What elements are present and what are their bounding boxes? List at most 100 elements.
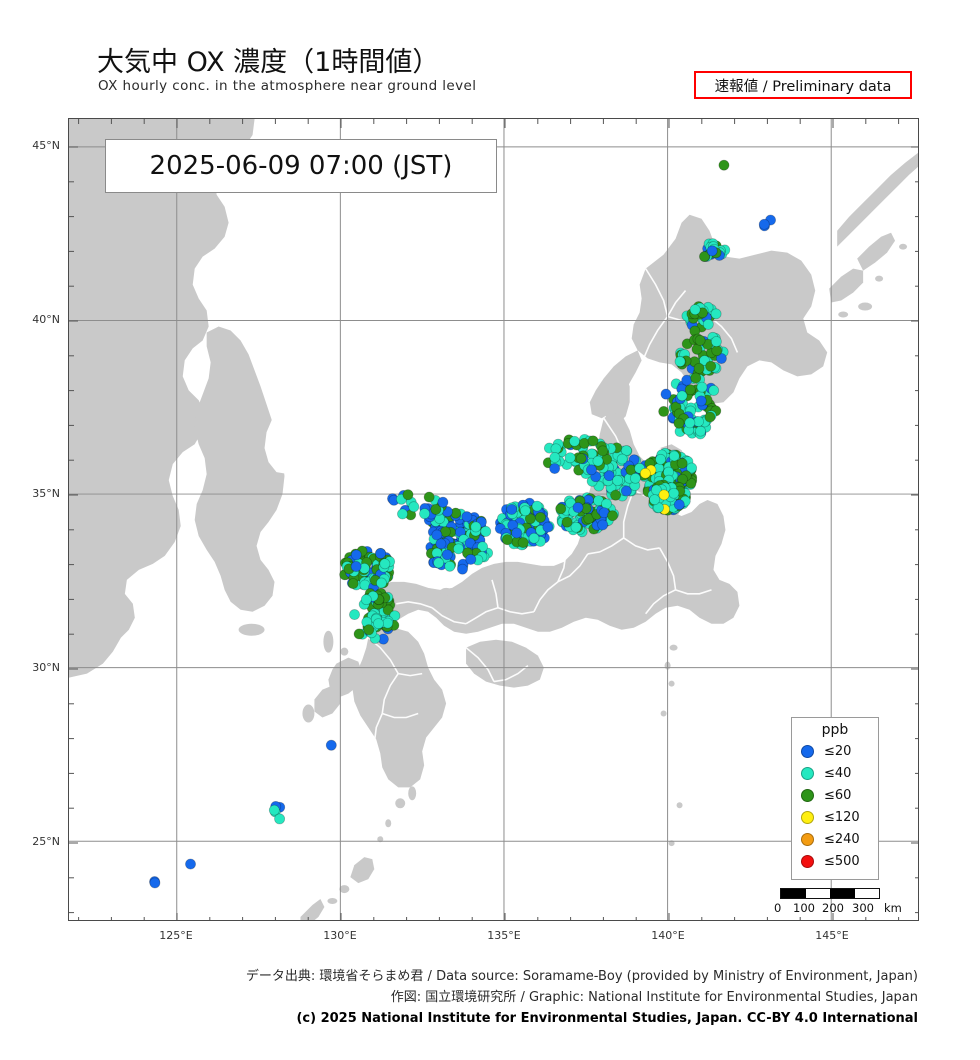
station-point [149,877,161,889]
lat-tick-40: 40°N [32,313,60,326]
station-point [706,245,718,257]
station-point [607,510,618,522]
scale-segment-0 [781,889,806,898]
lon-tick-125: 125°E [159,929,193,942]
station-point [694,334,706,346]
legend-rows: ≤20 ≤40 ≤60 ≤120 ≤240 ≤500 [792,740,878,872]
landmass-nagasaki [314,685,341,718]
station-point [695,395,707,407]
station-point [376,577,387,589]
station-point [673,499,685,511]
lon-tick-140: 140°E [651,929,685,942]
station-point [592,455,604,467]
legend: ppb ≤20 ≤40 ≤60 ≤120 ≤240 ≤500 [791,717,879,880]
station-point [397,508,408,520]
landmass-kurils [837,152,918,247]
footer-graphic-credit: 作図: 国立環境研究所 / Graphic: National Institut… [390,990,918,1005]
station-point [382,617,394,629]
legend-swatch-icon [801,810,814,824]
station-point [444,560,456,572]
station-point [684,384,696,396]
landmass-hokkaido-oshima2 [603,376,630,425]
station-point [437,496,449,508]
legend-item-label: ≤60 [824,787,852,803]
station-point [480,525,492,537]
landmass-kuril-dot2 [899,243,908,250]
station-point [268,804,280,816]
station-point [461,511,473,523]
station-point [674,356,686,367]
station-point [610,489,622,501]
lon-tick-145: 145°E [815,929,849,942]
station-point [349,609,360,620]
footer-copyright: (c) 2025 National Institute for Environm… [296,1011,918,1026]
station-point [501,534,513,546]
station-point [693,362,705,374]
landmass-ogasawara [676,802,683,809]
landmass-habomai [838,311,849,318]
station-point [676,390,688,402]
landmass-okinawa [300,899,325,920]
station-point [681,374,693,386]
station-point [597,445,609,457]
legend-item-2: ≤60 [792,784,878,806]
station-point [347,578,359,589]
scale-tick-label-0: 0 [774,901,782,915]
scale-segment-1 [805,889,830,898]
scale-unit-label: km [884,901,902,915]
landmass-yakushima [395,798,406,809]
legend-swatch-icon [801,766,814,780]
lon-tick-135: 135°E [487,929,521,942]
station-point [704,411,716,423]
legend-item-label: ≤500 [824,853,860,869]
station-point [511,527,523,539]
legend-item-label: ≤20 [824,743,852,759]
legend-item-label: ≤40 [824,765,852,781]
station-point-highlight [639,467,651,479]
station-point [597,519,609,531]
landmass-miyakejima [668,680,675,687]
station-point [715,353,727,364]
legend-item-label: ≤120 [824,809,860,825]
landmass-oki [440,587,453,596]
station-point [686,462,698,474]
legend-item-0: ≤20 [792,740,878,762]
footer-data-source: データ出典: 環境省そらまめ君 / Data source: Soramame-… [245,969,918,984]
station-point [360,594,372,606]
station-point [710,336,722,347]
legend-swatch-icon [801,788,814,802]
station-point [457,563,468,575]
station-point [575,453,587,464]
landmass-okinoerabu [327,898,338,905]
legend-item-5: ≤500 [792,850,878,872]
legend-swatch-icon [801,832,814,846]
page-title: 大気中 OX 濃度（1時間値） [97,47,440,78]
station-point [689,304,701,316]
station-point [531,500,543,512]
station-point [441,549,453,561]
station-point [375,548,387,559]
station-point [758,218,770,230]
station-point [524,513,536,525]
station-point [549,463,561,474]
footer: データ出典: 環境省そらまめ君 / Data source: Soramame-… [0,966,918,1029]
legend-item-label: ≤240 [824,831,860,847]
station-point [702,318,714,330]
station-point [676,457,688,469]
station-point [696,381,708,393]
station-point [564,452,576,464]
station-point [465,553,477,565]
map-canvas[interactable] [68,118,919,921]
landmass-tokara1 [385,819,392,828]
station-point [684,417,696,429]
station-point [423,491,435,503]
station-point [382,604,394,616]
station-point [699,251,710,262]
landmass-shikoku [466,639,544,688]
station-point [660,388,672,400]
scale-segment-3 [854,889,879,898]
station-point [363,624,375,636]
landmass-jeju [238,623,265,636]
station-point [435,538,447,550]
station-point [430,503,442,515]
